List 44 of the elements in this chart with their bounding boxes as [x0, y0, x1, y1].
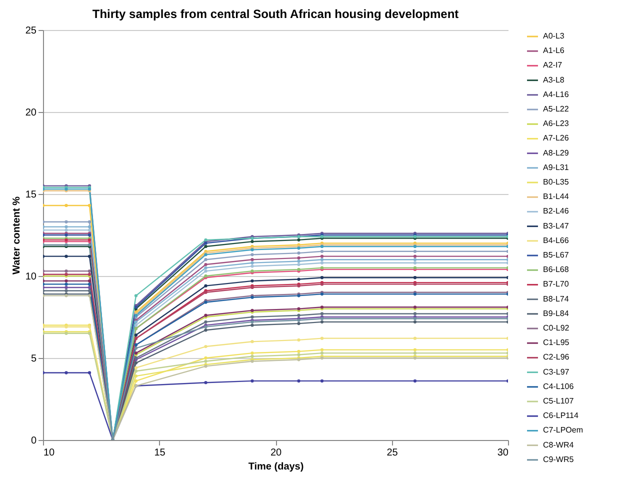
x-tick-label: 15: [154, 448, 166, 458]
legend-label: A9-L31: [543, 162, 570, 172]
legend-label: A2-I7: [543, 60, 563, 70]
legend-label: C0-L92: [543, 324, 570, 332]
legend-label: A6-L23: [543, 119, 570, 128]
legend-label: A3-L8: [543, 75, 565, 84]
x-tick-label: 20: [270, 448, 282, 458]
legend-label: B5-L67: [543, 250, 570, 260]
legend-label: C2-L96: [543, 352, 570, 362]
legend-label: A7-L26: [543, 134, 570, 143]
legend-label: C6-LP114: [543, 411, 579, 420]
legend-label: B1-L44: [543, 192, 570, 202]
legend-label: B4-L66: [543, 236, 570, 245]
legend-label: C5-L107: [543, 396, 574, 406]
legend-label: C3-L97: [543, 367, 570, 376]
legend-label: B6-L68: [543, 265, 570, 274]
legend-label: A8-L29: [543, 148, 570, 158]
y-tick-label: 25: [25, 26, 37, 36]
legend-label: C1-L95: [543, 338, 570, 348]
y-tick-label: 10: [25, 272, 37, 282]
y-tick-label: 20: [25, 108, 37, 118]
legend-label: C8-WR4: [543, 440, 574, 450]
y-tick-label: 5: [30, 354, 37, 364]
legend-label: B9-L84: [543, 308, 570, 318]
legend-label: C7-LPOem: [543, 426, 584, 435]
chart-title: Thirty samples from central South African housing development: [92, 7, 459, 21]
legend-label: A5-L22: [543, 104, 570, 114]
legend-label: B2-L46: [543, 206, 570, 216]
y-axis-title: Water content %: [11, 196, 22, 274]
legend-label: A0-L3: [543, 32, 565, 40]
legend-label: B3-L47: [543, 221, 570, 230]
x-axis-title: Time (days): [248, 462, 304, 472]
legend-label: B8-L74: [543, 294, 570, 304]
x-tick-label: 25: [386, 448, 398, 458]
x-tick-label: 10: [44, 448, 56, 458]
legend-label: C9-WR5: [543, 454, 574, 464]
legend-label: B7-L70: [543, 280, 570, 289]
legend-label: A4-L16: [543, 90, 570, 99]
legend-label: A1-L6: [543, 46, 565, 56]
y-tick-label: 0: [30, 436, 37, 446]
y-tick-label: 15: [25, 190, 37, 200]
x-tick-label: 30: [497, 448, 509, 458]
legend-label: B0-L35: [543, 178, 570, 186]
legend-label: C4-L106: [543, 382, 574, 391]
